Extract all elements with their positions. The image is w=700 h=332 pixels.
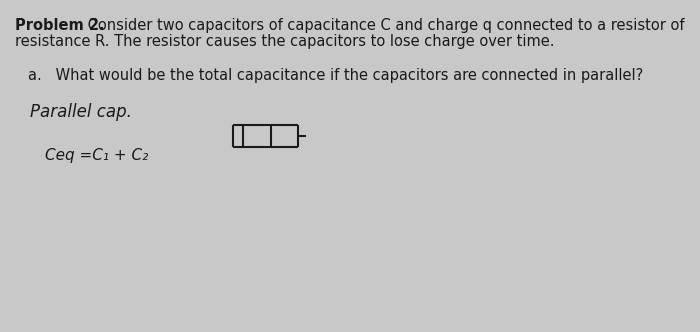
Text: a.   What would be the total capacitance if the capacitors are connected in para: a. What would be the total capacitance i… [28, 68, 643, 83]
Text: resistance R. The resistor causes the capacitors to lose charge over time.: resistance R. The resistor causes the ca… [15, 34, 554, 49]
Text: Ceq =C₁ + C₂: Ceq =C₁ + C₂ [45, 148, 148, 163]
Text: Consider two capacitors of capacitance C and charge q connected to a resistor of: Consider two capacitors of capacitance C… [83, 18, 685, 33]
Text: Problem 2.: Problem 2. [15, 18, 104, 33]
Text: Parallel cap.: Parallel cap. [30, 103, 132, 121]
